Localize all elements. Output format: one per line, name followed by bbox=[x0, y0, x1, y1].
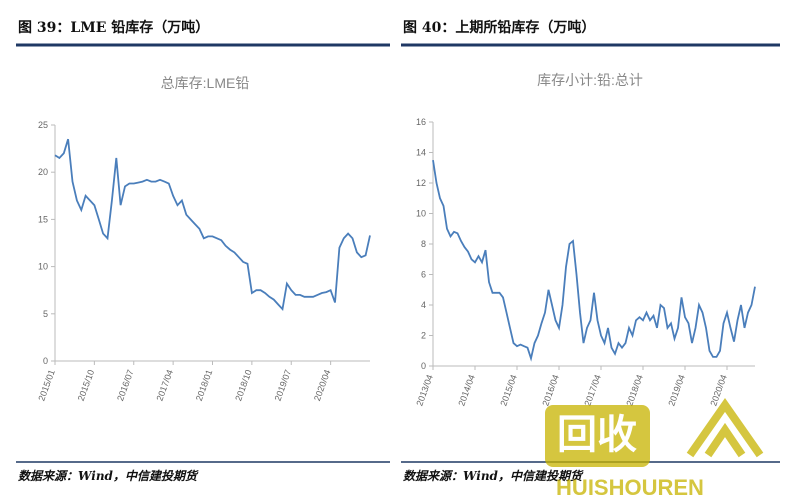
y-tick-label: 0 bbox=[43, 356, 48, 366]
y-tick-label: 0 bbox=[421, 361, 426, 371]
figure-header: 图 40：上期所铅库存（万吨） bbox=[403, 19, 595, 36]
y-tick-label: 16 bbox=[416, 117, 426, 127]
figure-header: 图 39：LME 铅库存（万吨） bbox=[18, 19, 209, 36]
x-tick-label: 2015/10 bbox=[76, 368, 97, 402]
source-note: 数据来源：Wind，中信建投期货 bbox=[18, 469, 199, 483]
x-tick-label: 2014/04 bbox=[456, 373, 477, 407]
x-tick-label: 2018/04 bbox=[624, 373, 645, 407]
x-tick-label: 2017/04 bbox=[582, 373, 603, 407]
watermark-icon bbox=[686, 398, 764, 458]
watermark-text: 回收 bbox=[557, 413, 637, 457]
x-tick-label: 2017/04 bbox=[154, 368, 175, 402]
y-tick-label: 2 bbox=[421, 331, 426, 341]
y-tick-label: 10 bbox=[38, 262, 48, 272]
y-tick-label: 6 bbox=[421, 270, 426, 280]
x-tick-label: 2016/07 bbox=[115, 368, 136, 402]
chart-title: 总库存:LME铅 bbox=[161, 75, 250, 91]
y-tick-label: 8 bbox=[421, 239, 426, 249]
y-tick-label: 20 bbox=[38, 167, 48, 177]
x-tick-label: 2018/01 bbox=[194, 368, 215, 402]
x-tick-label: 2019/04 bbox=[666, 373, 687, 407]
x-tick-label: 2013/04 bbox=[414, 373, 435, 407]
data-line bbox=[432, 159, 756, 362]
x-tick-label: 2018/10 bbox=[233, 368, 254, 402]
x-tick-label: 2020/04 bbox=[312, 368, 333, 402]
y-tick-label: 10 bbox=[416, 209, 426, 219]
y-tick-label: 14 bbox=[416, 148, 426, 158]
x-tick-label: 2019/07 bbox=[273, 368, 294, 402]
data-line bbox=[54, 138, 371, 312]
y-tick-label: 25 bbox=[38, 120, 48, 130]
y-tick-label: 12 bbox=[416, 178, 426, 188]
x-tick-label: 2015/01 bbox=[36, 368, 57, 402]
chart-title: 库存小计:铅:总计 bbox=[537, 72, 643, 88]
watermark-box bbox=[545, 405, 650, 467]
source-note: 数据来源：Wind，中信建投期货 bbox=[403, 469, 584, 483]
x-tick-label: 2016/04 bbox=[540, 373, 561, 407]
x-tick-label: 2015/04 bbox=[498, 373, 519, 407]
y-tick-label: 15 bbox=[38, 214, 48, 224]
y-tick-label: 4 bbox=[421, 300, 426, 310]
watermark: 回收 HUISHOUREN bbox=[545, 398, 764, 500]
watermark-text: HUISHOUREN bbox=[556, 475, 704, 500]
y-tick-label: 5 bbox=[43, 309, 48, 319]
